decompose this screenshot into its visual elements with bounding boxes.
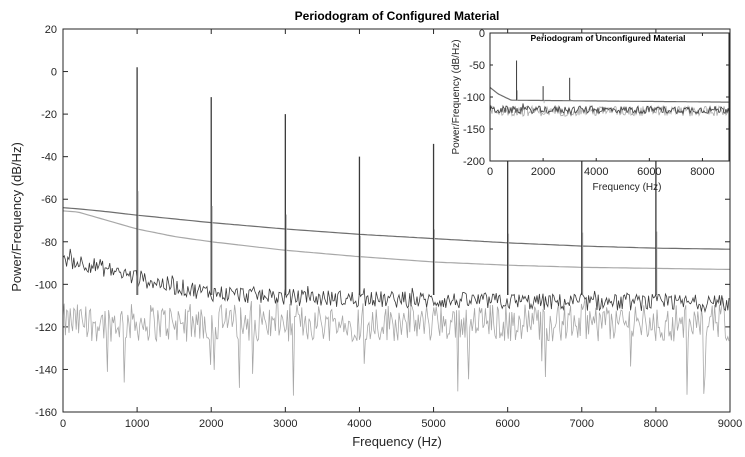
series-line-noisy-light [490, 104, 729, 117]
x-tick-label: 4000 [584, 166, 608, 178]
inset-y-axis-label: Power/Frequency (dB/Hz) [451, 39, 462, 154]
x-tick-label: 4000 [347, 418, 371, 430]
inset-chart: 0 2000 4000 6000 8000 0 -50 -100 -150 -200 Period… [451, 28, 730, 193]
y-tick-label: -140 [35, 364, 57, 376]
series-line-noisy-light [63, 297, 730, 396]
inset-axes-box [489, 32, 730, 162]
x-tick-label: 5000 [421, 418, 445, 430]
inset-series-group [490, 60, 729, 117]
y-tick-label: 0 [479, 28, 485, 40]
series-line-smooth-upper [63, 207, 730, 250]
x-tick-label: 8000 [690, 166, 714, 178]
x-tick-label: 6000 [637, 166, 661, 178]
inset-background [490, 33, 729, 161]
x-tick-label: 2000 [531, 166, 555, 178]
y-tick-label: 20 [45, 24, 57, 36]
y-axis-label: Power/Frequency (dB/Hz) [9, 142, 24, 292]
x-tick-label: 8000 [644, 418, 668, 430]
chart-title: Periodogram of Configured Material [295, 9, 500, 23]
x-tick-label: 7000 [570, 418, 594, 430]
y-tick-label: -160 [35, 407, 57, 419]
x-tick-label: 6000 [495, 418, 519, 430]
x-tick-label: 3000 [273, 418, 297, 430]
y-tick-label: -200 [463, 156, 485, 168]
y-tick-label: -40 [41, 152, 57, 164]
y-tick-label: 0 [51, 67, 57, 79]
inset-axes-ticks: 0 2000 4000 6000 8000 0 -50 -100 -150 -200 [463, 28, 729, 178]
y-tick-label: -60 [41, 194, 57, 206]
y-tick-label: -100 [463, 92, 485, 104]
y-tick-label: -120 [35, 322, 57, 334]
y-tick-label: -100 [35, 279, 57, 291]
x-tick-label: 0 [487, 166, 493, 178]
x-tick-label: 1000 [125, 418, 149, 430]
main-axes-box [62, 28, 731, 413]
x-tick-label: 0 [60, 418, 66, 430]
y-tick-label: -150 [463, 124, 485, 136]
y-tick-label: -80 [41, 237, 57, 249]
x-tick-label: 9000 [718, 418, 742, 430]
series-line-smooth-upper [490, 86, 729, 103]
main-chart: Periodogram of Configured Material 0 1000… [9, 9, 742, 449]
main-series-group [63, 67, 730, 396]
x-axis-label: Frequency (Hz) [352, 434, 442, 449]
inset-x-axis-label: Frequency (Hz) [593, 182, 662, 193]
y-tick-label: -50 [469, 60, 485, 72]
inset-title: Periodogram of Unconfigured Material [531, 33, 686, 43]
x-tick-label: 2000 [199, 418, 223, 430]
main-axes-ticks: 0 1000 2000 3000 4000 5000 6000 7000 8000 9000200… [35, 24, 742, 430]
series-line-noisy-dark [490, 103, 729, 116]
y-tick-label: -20 [41, 109, 57, 121]
series-line-noisy-dark [63, 248, 730, 314]
series-line-smooth-lower [63, 210, 730, 270]
